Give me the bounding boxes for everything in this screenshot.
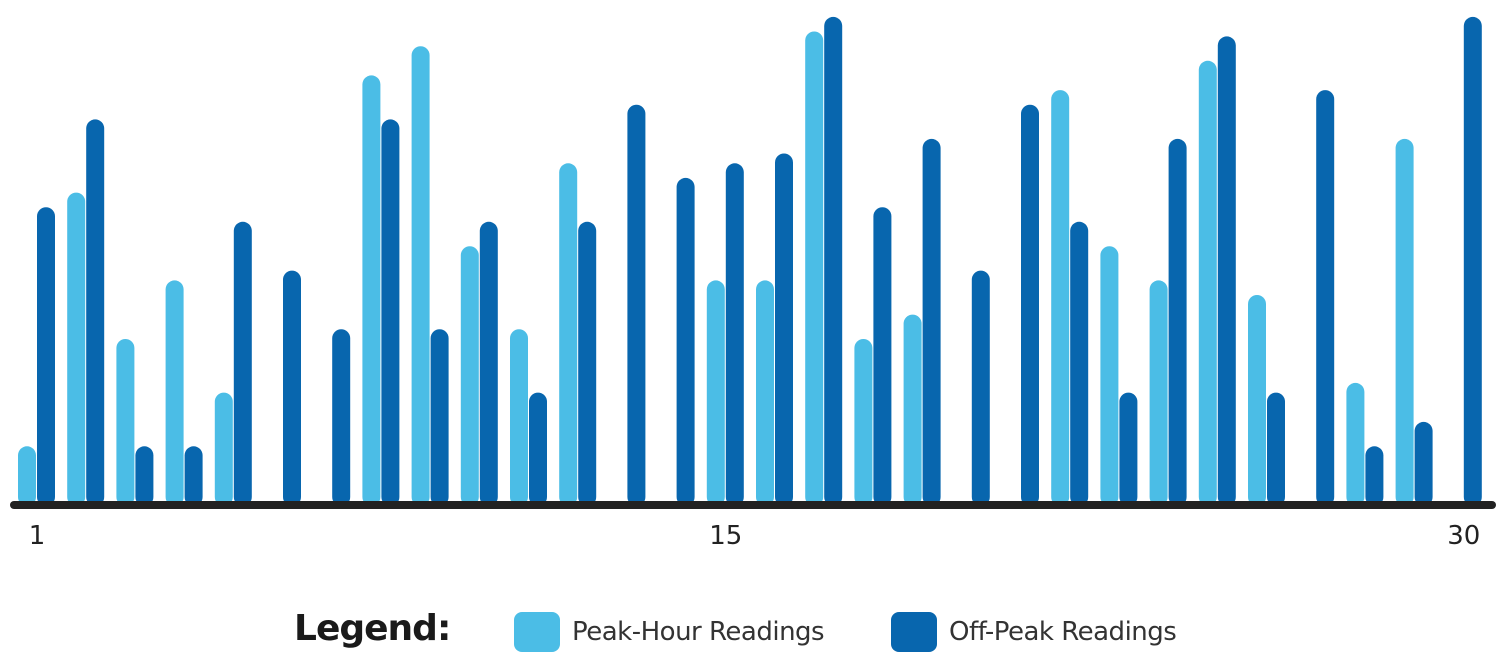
x-tick-label-15: 15 — [709, 521, 742, 551]
off-peak-bar-9 — [430, 329, 449, 506]
off-peak-bar-16 — [775, 153, 793, 506]
peak-hour-bar-4 — [165, 280, 184, 506]
peak-hour-bar-29 — [1395, 138, 1414, 506]
x-axis-ticks: 1 15 30 — [29, 521, 1481, 551]
off-peak-bar-19 — [922, 138, 941, 506]
off-peak-bar-21 — [1021, 104, 1039, 506]
peak-hour-bar-2 — [67, 192, 86, 506]
off-peak-bar-13 — [627, 104, 646, 506]
off-peak-bar-4 — [184, 446, 203, 506]
peak-hour-bar-19 — [903, 314, 922, 506]
bars-group — [18, 16, 1482, 507]
peak-hour-bar-12 — [559, 163, 578, 507]
peak-hour-bar-24 — [1149, 280, 1168, 506]
legend-title: Legend: — [294, 608, 451, 649]
off-peak-bar-18 — [873, 207, 892, 506]
peak-hour-bar-25 — [1198, 60, 1217, 507]
peak-hour-bar-15 — [706, 280, 725, 506]
off-peak-bar-3 — [135, 446, 154, 506]
off-peak-bar-10 — [479, 221, 498, 507]
legend-item-peak-hour: Peak-Hour Readings — [514, 612, 825, 652]
x-tick-label-30: 30 — [1447, 521, 1480, 551]
legend-label-off-peak: Off-Peak Readings — [949, 617, 1177, 647]
off-peak-bar-7 — [332, 329, 351, 506]
off-peak-bar-29 — [1414, 421, 1433, 506]
peak-hour-bar-23 — [1100, 246, 1119, 506]
legend-swatch-off-peak — [891, 612, 937, 652]
peak-hour-bar-1 — [18, 446, 36, 506]
off-peak-bar-12 — [578, 221, 597, 507]
peak-hour-bar-8 — [362, 75, 381, 507]
off-peak-bar-6 — [283, 270, 301, 506]
peak-hour-bar-11 — [510, 329, 528, 506]
legend-item-off-peak: Off-Peak Readings — [891, 612, 1177, 652]
peak-hour-bar-9 — [411, 46, 430, 506]
peak-hour-bar-5 — [214, 392, 233, 506]
off-peak-bar-5 — [233, 221, 252, 507]
off-peak-bar-17 — [824, 16, 843, 507]
peak-hour-bar-28 — [1346, 382, 1365, 506]
off-peak-bar-14 — [676, 177, 695, 506]
legend-label-peak-hour: Peak-Hour Readings — [572, 617, 825, 647]
off-peak-bar-22 — [1070, 221, 1089, 507]
off-peak-bar-2 — [86, 119, 105, 507]
legend-swatch-peak-hour — [514, 612, 560, 652]
off-peak-bar-20 — [971, 270, 990, 506]
off-peak-bar-11 — [529, 392, 547, 506]
legend: Legend: Peak-Hour Readings Off-Peak Read… — [0, 606, 1504, 654]
off-peak-bar-25 — [1217, 36, 1236, 507]
peak-hour-bar-26 — [1248, 295, 1266, 506]
peak-hour-bar-18 — [854, 339, 873, 506]
off-peak-bar-28 — [1365, 446, 1384, 506]
off-peak-bar-24 — [1168, 138, 1187, 506]
off-peak-bar-15 — [725, 163, 744, 507]
off-peak-bar-26 — [1267, 392, 1285, 506]
peak-hour-bar-3 — [116, 339, 135, 506]
x-tick-label-1: 1 — [29, 521, 46, 551]
off-peak-bar-1 — [37, 207, 55, 506]
off-peak-bar-30 — [1463, 16, 1482, 507]
peak-hour-bar-22 — [1051, 90, 1070, 506]
peak-hour-bar-16 — [756, 280, 774, 506]
off-peak-bar-27 — [1316, 90, 1335, 506]
peak-hour-bar-17 — [805, 31, 824, 506]
off-peak-bar-23 — [1119, 392, 1138, 506]
peak-hour-bar-10 — [460, 246, 479, 506]
bar-chart: 1 15 30 — [10, 16, 1496, 551]
off-peak-bar-8 — [381, 119, 400, 507]
